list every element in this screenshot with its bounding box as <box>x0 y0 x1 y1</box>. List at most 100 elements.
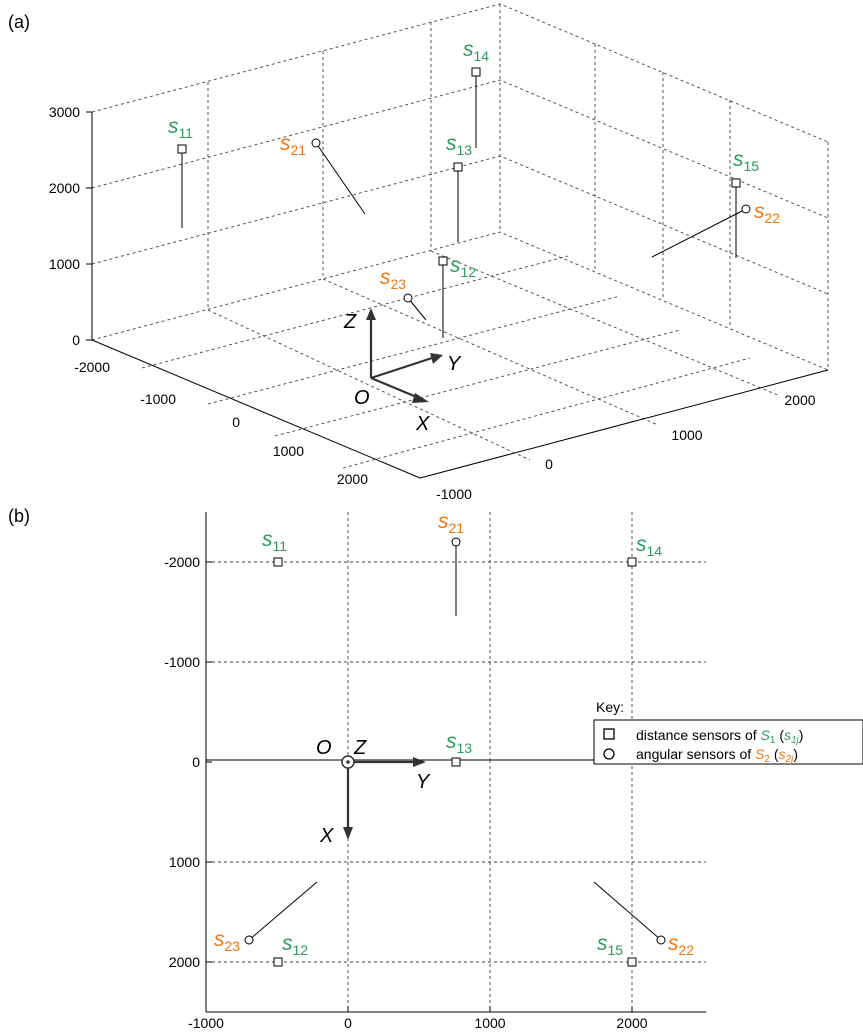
b-y-label: Y <box>416 771 431 793</box>
b-xtick-label-0: 0 <box>344 1015 352 1031</box>
back-wall-top <box>91 3 829 143</box>
a-s22-label: s22 <box>754 200 780 226</box>
a-s11-label: s11 <box>168 115 193 141</box>
a-s23-pointer <box>407 297 427 321</box>
b-s15-label: s15 <box>597 932 623 958</box>
a-y-label: Y <box>447 353 462 375</box>
a-s23-marker <box>403 293 413 303</box>
b-s21-marker <box>451 537 461 547</box>
panel-b-axes-bottom: -2000 -1000 0 1000 2000 -1000 0 1000 200… <box>164 512 706 1031</box>
a-origin-label: O <box>354 387 370 409</box>
legend-circle-icon <box>603 748 615 760</box>
b-s12-marker <box>273 957 283 967</box>
b-xtick-label-2000: 2000 <box>616 1015 647 1031</box>
x-tick-label-1000: 1000 <box>273 443 304 459</box>
a-y-arrowhead <box>430 353 443 364</box>
y-tick-label-m1000: -1000 <box>436 486 472 502</box>
a-s22-marker <box>741 204 751 214</box>
y-tick-label-2000: 2000 <box>784 392 815 408</box>
z-tick-label-1000: 1000 <box>49 256 80 272</box>
b-ytick-label-0: 0 <box>192 754 200 770</box>
b-xtick-label-m1000: -1000 <box>188 1015 224 1031</box>
x-axis-line <box>91 339 421 479</box>
b-origin-label: O <box>316 737 332 759</box>
a-s13-marker <box>453 162 463 172</box>
b-ytick-label-m2000: -2000 <box>164 554 200 570</box>
b-s11-label: s11 <box>262 528 287 554</box>
a-s21-pointer <box>315 142 366 215</box>
x-tick-label-2000: 2000 <box>337 471 368 487</box>
a-x-arrow <box>370 376 420 400</box>
b-z-out-dot <box>346 760 350 764</box>
floor-y3 <box>430 250 781 397</box>
floor-x4 <box>342 357 751 469</box>
b-s11-marker <box>273 557 283 567</box>
panel-a-tag: (a) <box>8 12 30 32</box>
b-s14-label: s14 <box>636 533 662 559</box>
a-s21-label: s21 <box>280 132 306 158</box>
b-s23-pointer <box>248 881 318 941</box>
b-s14-marker <box>627 557 637 567</box>
b-s13-marker <box>451 757 461 767</box>
legend: Key: distance sensors of S1 (s1j) angula… <box>593 699 863 765</box>
a-s15-marker <box>731 178 741 188</box>
y-tick-label-0: 0 <box>545 456 553 472</box>
a-s12-marker <box>438 256 448 266</box>
floor-x1 <box>141 255 569 369</box>
floor-x2 <box>207 295 621 405</box>
legend-square-icon <box>603 728 615 740</box>
b-x-label: X <box>319 825 334 847</box>
b-s15-marker <box>627 957 637 967</box>
b-s22-label: s22 <box>668 932 694 958</box>
x-tick-label-0: 0 <box>232 414 240 430</box>
floor-x3 <box>274 329 681 437</box>
y-axis-line <box>419 369 829 479</box>
b-z-label: Z <box>353 737 367 759</box>
b-s12-label: s12 <box>282 932 308 958</box>
panel-b-frame: O Z Y X <box>316 737 431 847</box>
floor-y1 <box>207 309 531 461</box>
a-z-label: Z <box>343 311 357 333</box>
x-tick-label-m2000: -2000 <box>74 359 110 375</box>
b-s22-marker <box>656 935 666 945</box>
a-s22-pointer <box>651 208 747 258</box>
b-ytick-label-m1000: -1000 <box>164 654 200 670</box>
b-s21-label: s21 <box>438 510 464 536</box>
z-tick-label-2000: 2000 <box>49 180 80 196</box>
legend-box <box>593 719 863 765</box>
panel-b-tag: (b) <box>8 506 30 526</box>
a-y-arrow <box>370 356 433 380</box>
a-z-arrowhead <box>366 308 376 320</box>
z-tick-label-3000: 3000 <box>49 104 80 120</box>
a-s14-label: s14 <box>463 38 489 64</box>
b-x-arrowhead <box>343 827 353 840</box>
b-s23-label: s23 <box>214 928 240 954</box>
a-s14-marker <box>471 67 481 77</box>
a-s11-marker <box>177 144 187 154</box>
a-x-arrowhead <box>412 393 429 403</box>
b-s22-pointer <box>593 881 662 941</box>
z-tick-label-0: 0 <box>72 332 80 348</box>
b-ytick-label-2000: 2000 <box>169 954 200 970</box>
a-x-label: X <box>415 413 430 435</box>
b-y-arrowhead <box>413 757 426 767</box>
b-ytick-label-1000: 1000 <box>169 854 200 870</box>
a-s23-label: s23 <box>380 266 406 292</box>
level-2000 <box>91 79 829 219</box>
panel-a-3d-plot: 0 1000 2000 3000 -2000 -1000 0 1000 2000… <box>49 3 829 502</box>
a-s21-marker <box>311 138 321 148</box>
panel-b-sensors: s11 s14 s13 s12 s15 s21 s23 s22 <box>214 510 694 967</box>
x-tick-label-m1000: -1000 <box>140 391 176 407</box>
b-s23-marker <box>244 935 254 945</box>
legend-title: Key: <box>596 699 624 715</box>
y-tick-label-1000: 1000 <box>671 427 702 443</box>
a-s12-label: s12 <box>450 254 476 280</box>
floor-y2 <box>322 278 659 426</box>
legend-angular-label: angular sensors of S2 (s2j) <box>636 746 798 765</box>
b-xtick-label-1000: 1000 <box>474 1015 505 1031</box>
level-0-back <box>91 231 829 371</box>
legend-distance-label: distance sensors of S1 (s1j) <box>636 727 803 746</box>
level-1000 <box>91 155 829 295</box>
a-s13-label: s13 <box>446 132 472 158</box>
